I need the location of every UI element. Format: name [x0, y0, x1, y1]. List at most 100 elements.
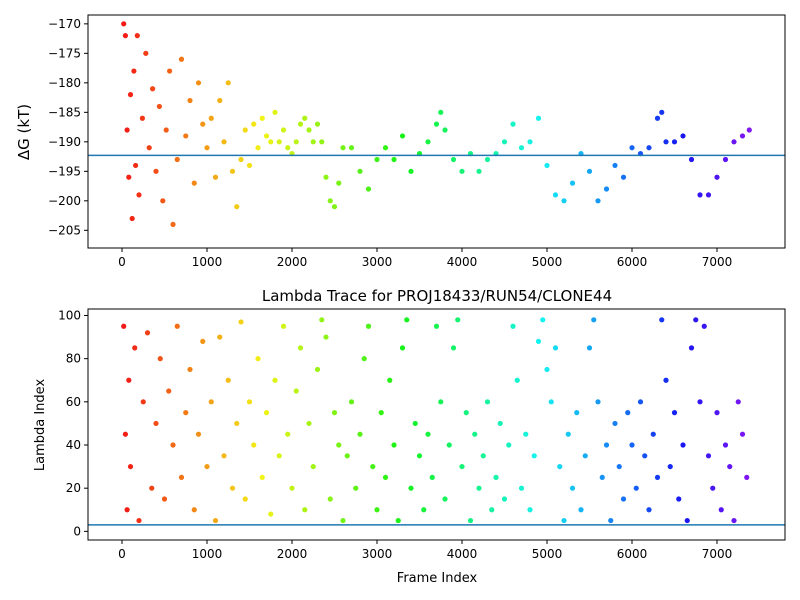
data-point — [705, 453, 712, 459]
data-point — [582, 453, 588, 459]
data-point — [344, 453, 350, 459]
x-axis-label: Frame Index — [397, 571, 478, 586]
data-point — [310, 139, 316, 145]
data-point — [319, 317, 325, 323]
data-point — [156, 103, 162, 110]
data-point — [127, 463, 134, 470]
data-point — [259, 115, 265, 121]
data-point — [268, 139, 274, 145]
data-point — [710, 485, 716, 491]
y-tick-label: −180 — [48, 76, 81, 90]
y-tick-label: 60 — [66, 395, 81, 409]
data-point — [348, 399, 355, 405]
data-point — [208, 399, 214, 405]
x-tick-label: 3000 — [362, 255, 393, 269]
data-point — [238, 156, 244, 163]
data-point — [361, 356, 367, 362]
data-point — [450, 345, 457, 351]
lambda-trace-panel: Lambda Trace for PROJ18433/RUN54/CLONE44… — [33, 287, 786, 586]
data-point — [446, 442, 452, 448]
data-point — [557, 463, 563, 470]
data-point — [595, 198, 601, 204]
y-tick-label: 80 — [66, 352, 81, 366]
data-point — [616, 463, 622, 470]
chart-title: Lambda Trace for PROJ18433/RUN54/CLONE44 — [262, 287, 612, 305]
data-point — [331, 410, 338, 416]
data-point — [404, 317, 410, 323]
x-tick-label: 5000 — [532, 547, 563, 561]
x-tick-label: 0 — [118, 547, 126, 561]
data-point — [565, 431, 571, 437]
data-point — [612, 162, 618, 169]
data-point — [293, 388, 299, 394]
data-point — [306, 420, 312, 427]
data-point — [382, 474, 389, 480]
data-point — [187, 366, 193, 373]
data-point — [127, 92, 134, 98]
data-point — [204, 145, 210, 151]
y-axis-ticks: 0 20 40 60 80 100 — [58, 308, 88, 538]
data-point — [280, 127, 287, 133]
data-point — [336, 442, 342, 448]
data-point — [697, 192, 703, 198]
data-point — [620, 174, 627, 180]
x-tick-label: 4000 — [447, 547, 478, 561]
data-point — [285, 431, 291, 437]
data-point — [319, 139, 325, 145]
data-point — [467, 517, 474, 524]
x-tick-label: 1000 — [192, 255, 223, 269]
data-point — [183, 133, 189, 139]
data-point — [370, 463, 376, 470]
x-tick-label: 2000 — [277, 255, 308, 269]
data-point — [302, 507, 308, 513]
data-point — [336, 180, 342, 186]
data-point — [314, 366, 321, 373]
y-axis-ticks: −205 −200 −195 −190 −185 −180 −175 −170 — [48, 17, 88, 237]
data-point — [731, 517, 737, 524]
data-point — [727, 463, 733, 470]
data-point — [518, 145, 525, 151]
y-tick-label: 100 — [58, 308, 81, 322]
data-point — [535, 115, 542, 121]
data-point — [659, 109, 665, 115]
data-point — [476, 168, 482, 174]
data-point — [121, 21, 127, 27]
data-point — [225, 377, 231, 383]
data-point — [133, 162, 139, 169]
data-point — [187, 97, 193, 104]
data-point — [167, 68, 173, 74]
data-point — [633, 485, 639, 491]
data-point — [217, 334, 223, 340]
data-point — [268, 511, 274, 517]
data-point — [506, 442, 512, 448]
data-point — [663, 139, 669, 145]
data-point — [493, 474, 499, 480]
data-point — [501, 139, 508, 145]
data-point — [680, 442, 686, 448]
data-point — [735, 399, 741, 405]
data-point — [472, 431, 478, 437]
data-point — [178, 56, 185, 62]
data-point — [714, 174, 720, 180]
data-point — [234, 420, 240, 427]
data-point — [357, 431, 363, 437]
data-point — [416, 453, 423, 459]
data-point — [126, 174, 132, 180]
data-point — [442, 127, 448, 133]
data-point — [174, 323, 180, 329]
data-point — [637, 399, 644, 405]
data-point — [629, 442, 635, 448]
data-point — [255, 145, 261, 151]
x-axis-ticks: 0 1000 2000 3000 4000 5000 6000 7000 — [118, 540, 732, 561]
data-point — [302, 115, 308, 121]
x-tick-label: 7000 — [702, 547, 733, 561]
data-point — [242, 496, 248, 502]
data-point — [540, 317, 546, 323]
data-point — [412, 420, 418, 427]
x-tick-label: 3000 — [362, 547, 393, 561]
data-point — [544, 162, 550, 169]
data-point — [523, 431, 529, 437]
data-point — [374, 507, 380, 513]
data-point — [126, 377, 132, 383]
data-point — [139, 115, 145, 121]
